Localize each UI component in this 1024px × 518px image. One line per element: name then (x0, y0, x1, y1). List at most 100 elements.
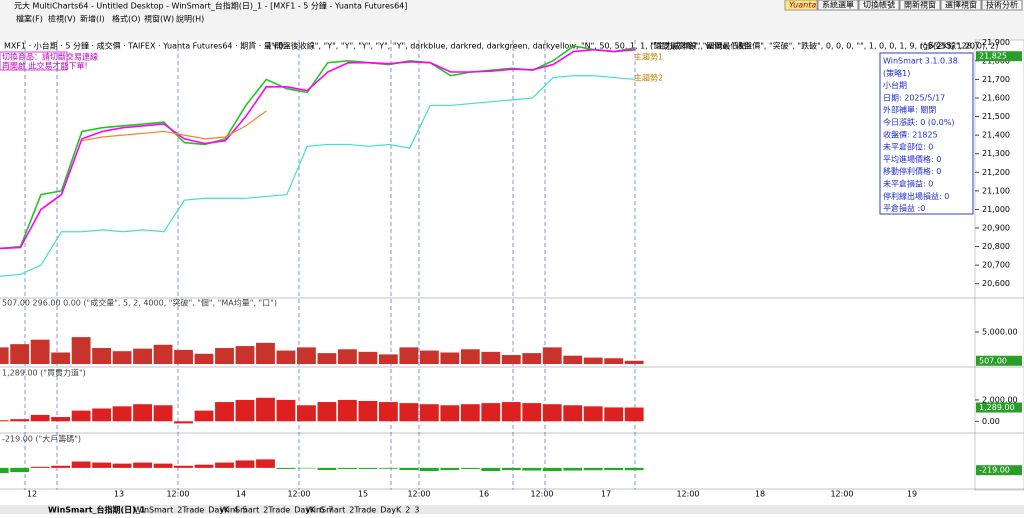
bar (112, 351, 132, 364)
bar (399, 467, 419, 470)
bar (112, 463, 132, 468)
info-line: 移動停利價格: 0 (883, 166, 941, 176)
info-line: 小台期 (883, 80, 907, 90)
info-line: WinSmart 3.1.0.38 (883, 57, 958, 66)
bar (235, 399, 255, 422)
bar (563, 355, 583, 364)
bar (153, 344, 173, 364)
bar (297, 347, 316, 364)
bar (542, 347, 562, 364)
y-tick-label: 20,800 (982, 242, 1010, 251)
bar (460, 404, 480, 422)
bar (522, 467, 542, 471)
menu-item[interactable]: 檢視(V) (48, 14, 76, 24)
chart-header: MXF1 · 小台期 · 5 分鐘 · 成交價 · TAIFEX · Yuant… (4, 41, 284, 51)
bar (51, 352, 71, 364)
bar (542, 404, 562, 422)
button-label[interactable]: 系統選單 (822, 0, 854, 10)
x-tick-label: 12:00 (166, 490, 189, 499)
info-line: 平均進場價格: 0 (883, 154, 941, 164)
y-tick-label: 21,900 (982, 38, 1010, 47)
bar (30, 466, 50, 468)
bar (317, 353, 337, 364)
bar (92, 408, 112, 422)
bar (0, 467, 9, 474)
value-tag (976, 465, 1022, 476)
y-tick-label: 0.00 (982, 417, 1000, 426)
bar (256, 342, 275, 364)
tab[interactable]: WinSmart_台指期(日)_1 (48, 505, 146, 515)
bar (563, 467, 583, 471)
button[interactable] (981, 0, 1023, 11)
price-line (0, 75, 636, 277)
button-label[interactable]: 開新視窗 (904, 0, 936, 10)
info-line: (策略1) (883, 68, 910, 78)
last-price-label: 21,825 (979, 52, 1007, 61)
bar (460, 467, 480, 469)
annotation: 主趨勢1 (634, 52, 663, 62)
bar (71, 461, 91, 468)
menu-item[interactable]: 檔案(F) (16, 14, 43, 24)
info-line: 未平倉部位: 0 (883, 142, 933, 152)
bar (194, 353, 214, 364)
button-label[interactable]: 技術分析 (986, 0, 1018, 10)
last-price-tag (976, 51, 1022, 62)
button-label[interactable]: 選擇視窗 (945, 0, 977, 10)
x-tick-label: 12:00 (407, 490, 430, 499)
bar (276, 399, 296, 422)
bar (583, 467, 603, 471)
x-tick-label: 19 (907, 490, 917, 499)
bar (297, 467, 316, 469)
tab[interactable]: WinSmart_2Trade_DayK_2_3 (306, 506, 419, 515)
button[interactable] (899, 0, 941, 11)
bar (133, 404, 152, 422)
bar (337, 467, 357, 469)
tab[interactable]: WinSmart_2Trade_DayK_6_7 (220, 506, 333, 515)
chart-header: ("主力成本線", white, "收盤價", "突破", "跌破", 0, 0… (650, 41, 998, 51)
value-tag (976, 355, 1022, 366)
bar (256, 459, 275, 468)
bar (624, 407, 644, 422)
bar (0, 347, 9, 364)
menu-item[interactable]: 格式(O) (112, 14, 141, 24)
tab[interactable]: WinSmart_2Trade_DayK_4_5 (134, 506, 247, 515)
value-tag-label: -219.00 (979, 466, 1010, 475)
bar (419, 404, 439, 422)
bar (440, 352, 460, 364)
tab-bar (0, 505, 1024, 514)
bar (112, 406, 132, 422)
bar (501, 355, 521, 364)
y-tick-label: 21,300 (982, 149, 1010, 158)
button[interactable] (858, 0, 900, 11)
bar (215, 402, 234, 422)
bar (256, 397, 275, 422)
x-tick-label: 14 (236, 490, 246, 499)
menu-item[interactable]: 新增(I) (80, 14, 105, 24)
y-tick-label: 21,500 (982, 112, 1010, 121)
menu-item[interactable]: 視窗(W) (144, 14, 174, 24)
bar (235, 460, 255, 468)
x-tick-label: 15 (358, 490, 368, 499)
bar (317, 402, 337, 422)
bar (276, 350, 296, 364)
bar (194, 464, 214, 468)
y-tick-label: 5,000.00 (982, 328, 1018, 337)
bar (153, 463, 173, 468)
price-line (81, 110, 267, 142)
bar (399, 347, 419, 364)
bar (378, 402, 398, 422)
button-label[interactable]: 切換帳號 (863, 0, 895, 10)
y-tick-label: 21,200 (982, 168, 1010, 177)
bar (297, 405, 316, 422)
bar (583, 357, 603, 364)
bar (10, 467, 30, 473)
button[interactable] (940, 0, 982, 11)
pane-header: -219.00 ("大戶籌碼") (2, 434, 81, 444)
button[interactable] (817, 0, 859, 11)
bar (337, 349, 357, 364)
menu-item[interactable]: 說明(H) (176, 14, 204, 24)
info-line: 外部補單: 關閉 (883, 105, 936, 115)
y-tick-label: 21,000 (982, 205, 1010, 214)
bar (358, 401, 378, 422)
